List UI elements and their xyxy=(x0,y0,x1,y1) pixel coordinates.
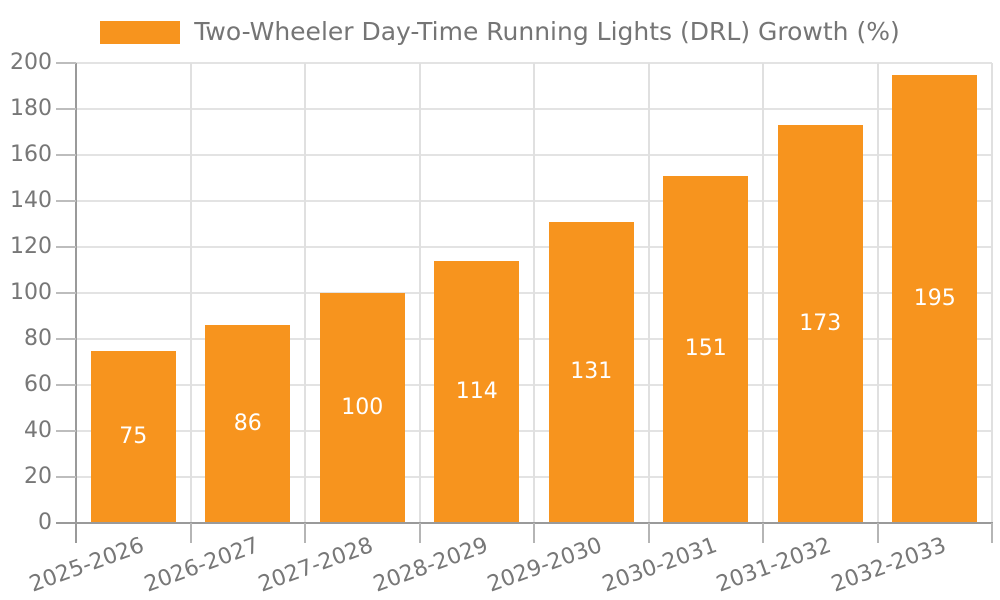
x-tick-label: 2031-2032 xyxy=(713,533,835,598)
v-gridline xyxy=(876,63,879,523)
bar: 151 xyxy=(663,175,749,523)
legend: Two-Wheeler Day-Time Running Lights (DRL… xyxy=(0,17,1000,47)
y-tick-label: 20 xyxy=(24,464,52,489)
y-tick-mark xyxy=(56,384,76,386)
x-tick-label: 2029-2030 xyxy=(484,533,606,598)
x-tick-label: 2027-2028 xyxy=(255,533,377,598)
bar-value-label: 114 xyxy=(455,378,498,404)
x-tick-label: 2026-2027 xyxy=(141,533,263,598)
y-tick-label: 180 xyxy=(10,96,52,121)
y-tick-label: 120 xyxy=(10,234,52,259)
y-tick-mark xyxy=(56,108,76,110)
v-gridline xyxy=(647,63,650,523)
v-gridline xyxy=(189,63,192,523)
plot-area: 75 86 100 114 131 151 173 195 xyxy=(76,62,993,523)
bar: 75 xyxy=(90,350,176,523)
x-tick-mark xyxy=(647,523,650,543)
v-gridline xyxy=(762,63,764,523)
x-tick-label: 2030-2031 xyxy=(599,533,721,598)
legend-swatch-icon xyxy=(100,20,181,44)
bar-value-label: 195 xyxy=(913,285,956,311)
v-gridline xyxy=(991,63,993,523)
x-tick-mark xyxy=(876,523,879,543)
x-tick-mark xyxy=(762,523,764,543)
v-gridline xyxy=(304,63,306,523)
x-tick-mark xyxy=(189,523,192,543)
bar: 195 xyxy=(892,74,978,523)
bar: 114 xyxy=(434,260,520,523)
y-tick-mark xyxy=(56,338,76,340)
bar: 173 xyxy=(777,125,863,523)
x-tick-mark xyxy=(418,523,421,543)
x-tick-mark xyxy=(304,523,306,543)
y-tick-mark xyxy=(56,246,76,248)
v-gridline xyxy=(418,63,421,523)
x-tick-mark xyxy=(75,523,77,543)
bar: 100 xyxy=(319,293,405,523)
y-tick-label: 200 xyxy=(10,50,52,75)
y-tick-label: 140 xyxy=(10,188,52,213)
bar-value-label: 100 xyxy=(341,395,384,420)
x-tick-label: 2028-2029 xyxy=(370,533,492,598)
y-tick-mark xyxy=(56,522,76,524)
y-tick-label: 160 xyxy=(10,142,52,167)
y-tick-label: 0 xyxy=(38,510,52,535)
bar-value-label: 131 xyxy=(570,359,613,385)
y-tick-label: 40 xyxy=(24,418,52,443)
y-tick-label: 100 xyxy=(10,280,52,305)
y-tick-mark xyxy=(56,154,76,156)
y-tick-label: 60 xyxy=(24,372,52,397)
bar-value-label: 151 xyxy=(684,336,727,362)
bar-value-label: 75 xyxy=(119,423,148,449)
x-tick-mark xyxy=(533,523,535,543)
y-tick-mark xyxy=(56,62,76,64)
bar: 86 xyxy=(205,325,291,523)
y-tick-mark xyxy=(56,200,76,202)
y-tick-label: 80 xyxy=(24,326,52,351)
legend-label: Two-Wheeler Day-Time Running Lights (DRL… xyxy=(194,17,900,46)
bar-value-label: 173 xyxy=(799,311,842,337)
x-tick-mark xyxy=(991,523,993,543)
y-axis-line xyxy=(75,63,77,525)
x-tick-label: 2032-2033 xyxy=(828,533,950,598)
y-tick-mark xyxy=(56,476,76,478)
x-tick-label: 2025-2026 xyxy=(26,533,148,598)
bar: 131 xyxy=(548,221,634,523)
bar-value-label: 86 xyxy=(233,411,262,437)
v-gridline xyxy=(533,63,535,523)
y-tick-mark xyxy=(56,430,76,432)
y-tick-mark xyxy=(56,292,76,294)
